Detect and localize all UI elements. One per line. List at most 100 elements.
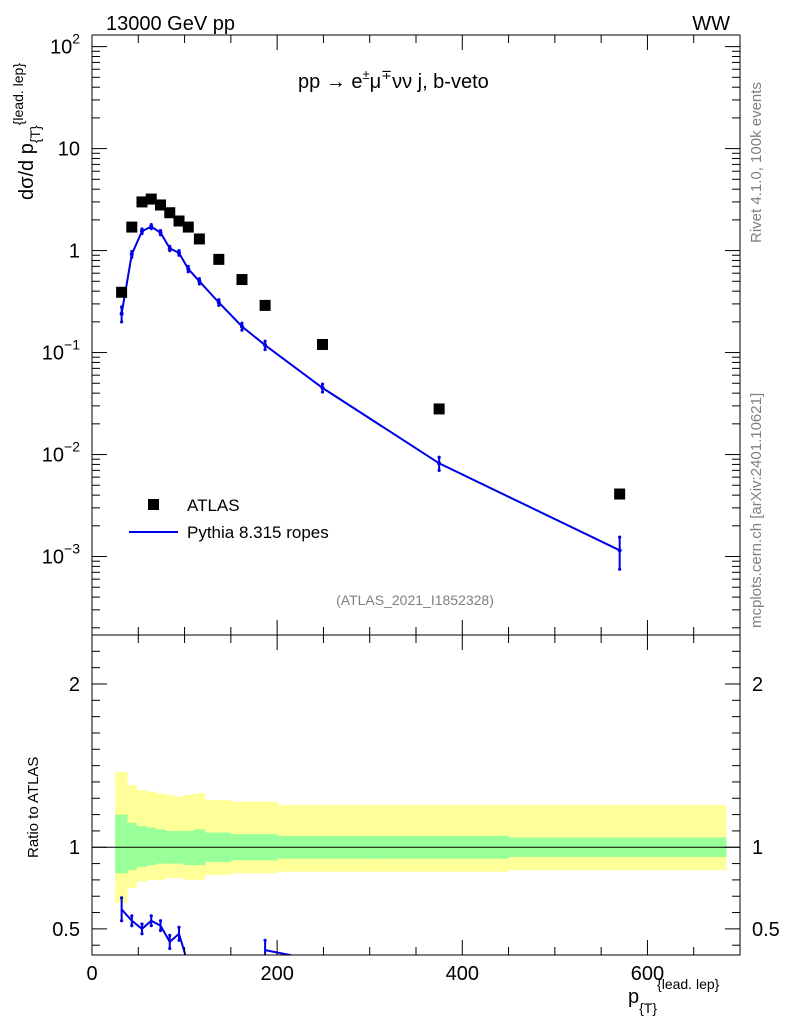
y-tick-label: 1 <box>69 241 80 263</box>
ratio-error-cap <box>120 896 124 900</box>
legend-atlas-marker <box>148 499 159 510</box>
y-tick-label: 10−1 <box>42 337 80 365</box>
atlas-point <box>116 286 128 298</box>
pythia-error-cap <box>120 305 124 309</box>
ratio-error-cap <box>263 938 267 942</box>
main-panel: 102 10 1 10−1 10−2 10−3 pp → e±μ∓νν j, b-veto… <box>10 31 741 636</box>
ratio-error-cap <box>264 958 267 961</box>
atlas-point <box>259 299 271 311</box>
pythia-error-cap <box>130 249 134 254</box>
pythia-error-cap <box>320 390 325 394</box>
atlas-point <box>136 196 148 208</box>
x-axis-label: p{T}{lead. lep} <box>628 976 720 1016</box>
pythia-error-cap <box>149 222 153 227</box>
y-tick-label: 102 <box>50 31 80 59</box>
pythia-error-cap <box>158 229 163 233</box>
pythia-error-cap <box>168 244 172 248</box>
ratio-line <box>264 949 295 955</box>
ratio-error-cap <box>177 925 181 929</box>
pythia-error-cap <box>263 339 267 343</box>
atlas-point <box>182 221 194 233</box>
green-band <box>155 829 166 864</box>
pythia-error-cap <box>186 270 190 274</box>
pythia-point <box>216 300 221 305</box>
pythia-point <box>197 279 202 284</box>
y-tick-label: 10−2 <box>42 439 80 467</box>
ratio-y-tick-label-left: 0.5 <box>52 919 80 941</box>
atlas-point <box>433 403 445 415</box>
pythia-error-cap <box>168 248 172 253</box>
atlas-point <box>614 488 626 500</box>
pythia-error-cap <box>177 248 181 253</box>
atlas-point <box>236 274 248 286</box>
atlas-point <box>193 233 205 245</box>
atlas-point <box>317 338 329 350</box>
y-axis-label: dσ/d p{T}{lead. lep} <box>10 63 43 200</box>
pythia-error-cap <box>618 535 622 539</box>
pythia-error-cap <box>320 382 325 386</box>
ratio-y-tick-label-right: 1 <box>752 837 763 859</box>
ratio-error-cap <box>140 922 144 926</box>
pythia-error-cap <box>217 298 221 302</box>
pythia-error-cap <box>240 321 244 325</box>
green-band <box>127 822 137 871</box>
atlas-point <box>173 215 185 227</box>
analysis-label: (ATLAS_2021_I1852328) <box>336 592 494 608</box>
ratio-y-tick-label-right: 2 <box>752 674 763 696</box>
header-left-label: 13000 GeV pp <box>106 13 235 35</box>
pythia-point <box>617 548 622 553</box>
ratio-error-cap <box>158 919 163 923</box>
ratio-error-cap <box>168 946 172 951</box>
pythia-error-cap <box>140 231 144 236</box>
ratio-error-cap <box>149 914 153 918</box>
pythia-error-cap <box>186 264 190 268</box>
ratio-y-tick-label-right: 0.5 <box>752 919 780 941</box>
green-band <box>115 814 128 874</box>
pythia-error-cap <box>130 255 134 259</box>
pythia-error-cap <box>177 253 181 257</box>
ratio-error-cap <box>130 914 134 918</box>
green-band <box>146 827 157 866</box>
pythia-error-cap <box>149 227 153 231</box>
main-frame <box>91 34 741 636</box>
pythia-point <box>177 250 182 255</box>
pythia-point <box>239 324 244 329</box>
x-tick-label: 200 <box>260 963 293 985</box>
ratio-error-cap <box>168 933 172 938</box>
pythia-error-cap <box>120 320 124 324</box>
ratio-error-cap <box>130 924 134 928</box>
rivet-version-label: Rivet 4.1.0, 100k events <box>748 82 765 243</box>
x-tick-label: 400 <box>446 963 479 985</box>
pythia-point <box>186 266 191 271</box>
ratio-error-cap <box>149 924 153 928</box>
pythia-error-cap <box>263 347 267 352</box>
pythia-error-cap <box>618 567 622 571</box>
pythia-error-cap <box>158 233 163 237</box>
ratio-error-cap <box>120 919 124 923</box>
pythia-error-cap <box>240 328 244 332</box>
pythia-point <box>320 385 325 390</box>
ratio-error-cap <box>177 938 181 942</box>
atlas-point <box>155 199 167 211</box>
atlas-point <box>126 221 138 233</box>
green-band <box>183 830 195 866</box>
ratio-y-tick-label-left: 1 <box>69 837 80 859</box>
pythia-point <box>119 311 124 316</box>
ratio-error-cap <box>140 932 144 936</box>
pythia-point <box>129 252 134 257</box>
ratio-line <box>120 908 187 955</box>
ratio-y-axis-label: Ratio to ATLAS <box>25 757 42 858</box>
pythia-error-cap <box>140 227 144 231</box>
legend-atlas-label: ATLAS <box>187 496 240 515</box>
y-tick-label: 10 <box>58 139 80 161</box>
mcplots-label: mcplots.cern.ch [arXiv:2401.10621] <box>748 393 765 628</box>
header-right-label: WW <box>692 13 730 35</box>
ratio-y-tick-label-left: 2 <box>69 674 80 696</box>
green-band <box>136 826 147 867</box>
pythia-error-cap <box>437 468 441 472</box>
atlas-point <box>145 193 157 205</box>
pythia-error-cap <box>217 303 221 308</box>
pythia-point <box>263 343 268 348</box>
y-tick-label: 10−3 <box>42 541 80 569</box>
